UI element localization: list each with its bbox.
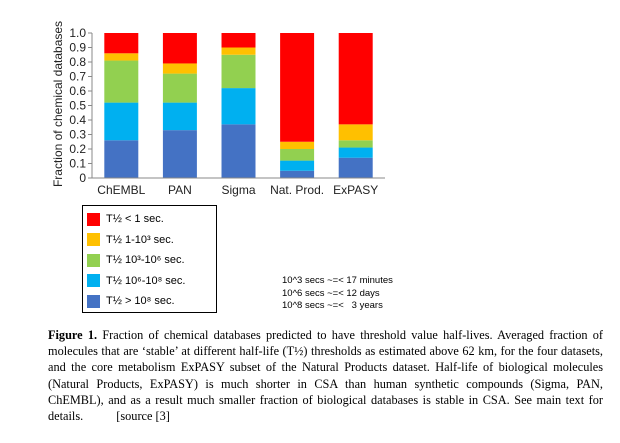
y-tick-label: 0.7 [69, 70, 86, 84]
bar-segment-chembl-2 [104, 60, 139, 103]
legend-item: T½ < 1 sec. [87, 209, 216, 230]
legend-swatch [87, 294, 100, 308]
legend-label: T½ 10³-10⁶ sec. [106, 254, 185, 267]
bar-segment-expasy-1 [338, 147, 373, 158]
bar-segment-pan-0 [162, 130, 197, 178]
y-tick-label: 0.2 [69, 142, 86, 156]
bar-segment-expasy-4 [338, 33, 373, 125]
bar-segment-nat-prod--1 [280, 160, 315, 171]
bars-group [104, 33, 373, 178]
x-tick-label: PAN [168, 183, 192, 197]
legend-label: T½ > 10⁸ sec. [106, 295, 175, 308]
x-tick-label: Sigma [221, 183, 255, 197]
y-tick-label: 1.0 [69, 26, 86, 40]
caption-label: Figure 1. [48, 328, 98, 342]
x-tick-label: ChEMBL [97, 183, 145, 197]
axes-group: ChEMBL PAN Sigma Nat. Prod. ExPASY 00.10.20.3… [69, 26, 385, 197]
conversion-notes: 10^3 secs ~=< 17 minutes 10^6 secs ~=< 1… [282, 275, 393, 313]
y-tick-label: 0.3 [69, 128, 86, 142]
bar-segment-nat-prod--2 [280, 149, 315, 161]
legend-item: T½ 10⁶-10⁸ sec. [87, 271, 216, 292]
bar-segment-expasy-3 [338, 124, 373, 141]
bar-segment-expasy-0 [338, 157, 373, 178]
bar-segment-chembl-1 [104, 102, 139, 141]
y-tick-label: 0.5 [69, 99, 86, 113]
y-tick-label: 0.8 [69, 55, 86, 69]
note-line: 10^8 secs ~=< 3 years [282, 300, 383, 311]
bar-segment-chembl-3 [104, 53, 139, 61]
bar-segment-sigma-0 [221, 124, 256, 178]
bar-segment-pan-3 [162, 63, 197, 74]
y-axis-label: Fraction of chemical databases [51, 21, 65, 187]
note-line: 10^6 secs ~=< 12 days [282, 287, 380, 299]
bar-segment-sigma-1 [221, 88, 256, 125]
bar-segment-sigma-2 [221, 54, 256, 89]
bar-segment-sigma-3 [221, 47, 256, 55]
bar-segment-expasy-2 [338, 140, 373, 148]
legend-label: T½ 1-10³ sec. [106, 233, 174, 246]
bar-segment-nat-prod--0 [280, 170, 315, 178]
legend: T½ < 1 sec. T½ 1-10³ sec. T½ 10³-10⁶ sec. T… [82, 205, 217, 313]
bar-segment-nat-prod--4 [280, 33, 315, 142]
caption-text: Fraction of chemical databases predicted… [48, 328, 604, 424]
bar-segment-pan-2 [162, 73, 197, 103]
bar-segment-nat-prod--3 [280, 141, 315, 149]
bar-segment-sigma-4 [221, 33, 256, 48]
legend-swatch [87, 253, 100, 267]
legend-item: T½ 1-10³ sec. [87, 230, 216, 251]
x-tick-label: Nat. Prod. [270, 183, 324, 197]
figure-caption: Figure 1. Fraction of chemical databases… [48, 327, 603, 424]
stacked-bar-chart: ChEMBL PAN Sigma Nat. Prod. ExPASY 00.10.20.3… [51, 21, 385, 197]
legend-label: T½ 10⁶-10⁸ sec. [106, 274, 186, 287]
bar-segment-chembl-0 [104, 140, 139, 178]
legend-swatch [87, 274, 100, 288]
legend-swatch [87, 212, 100, 226]
y-tick-label: 0.6 [69, 84, 86, 98]
x-tick-label: ExPASY [333, 183, 378, 197]
y-tick-label: 0.1 [69, 157, 86, 171]
note-line: 10^3 secs ~=< 17 minutes [282, 275, 393, 286]
bar-segment-pan-1 [162, 102, 197, 131]
y-tick-label: 0.9 [69, 41, 86, 55]
bar-segment-pan-4 [162, 33, 197, 64]
legend-item: T½ > 10⁸ sec. [87, 291, 216, 312]
bar-segment-chembl-4 [104, 33, 139, 54]
legend-item: T½ 10³-10⁶ sec. [87, 250, 216, 271]
legend-swatch [87, 233, 100, 247]
caption-source: [source [3] [116, 409, 170, 424]
y-tick-label: 0 [79, 171, 86, 185]
y-tick-label: 0.4 [69, 113, 86, 127]
legend-label: T½ < 1 sec. [106, 213, 164, 226]
